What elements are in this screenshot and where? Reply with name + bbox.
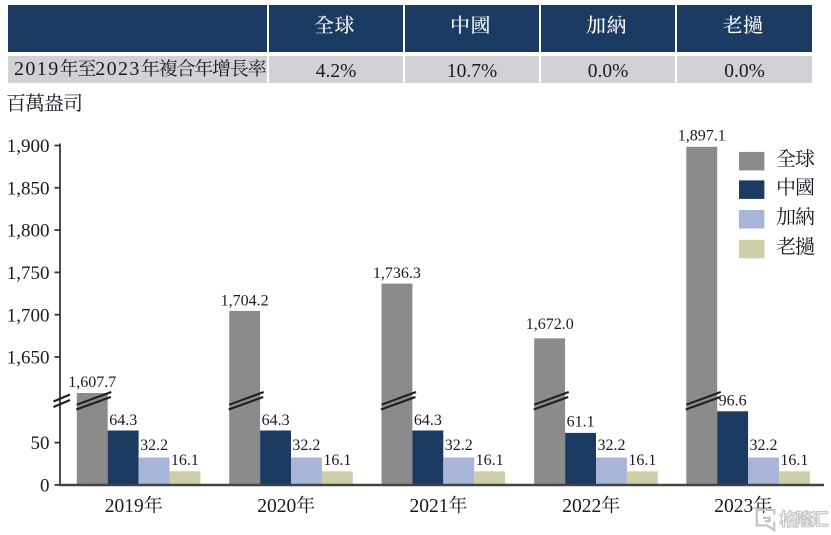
svg-text:2022: 2022 [562,496,601,517]
svg-text:50: 50 [31,433,50,454]
svg-text:32.2: 32.2 [140,437,168,454]
svg-text:2021: 2021 [410,496,449,517]
svg-text:2019: 2019 [105,496,144,517]
svg-text:16.1: 16.1 [780,452,808,469]
svg-text:0.0%: 0.0% [588,61,629,82]
svg-text:4.2%: 4.2% [316,61,357,82]
svg-text:1,607.7: 1,607.7 [68,374,116,391]
svg-text:1,672.0: 1,672.0 [526,316,574,333]
svg-text:16.1: 16.1 [476,452,504,469]
svg-text:1,650: 1,650 [7,348,50,369]
svg-text:16.1: 16.1 [171,452,199,469]
svg-text:32.2: 32.2 [445,437,473,454]
svg-text:0.0%: 0.0% [724,61,765,82]
svg-text:1,700: 1,700 [7,305,50,326]
svg-text:32.2: 32.2 [292,437,320,454]
svg-text:96.6: 96.6 [719,393,747,410]
svg-text:64.3: 64.3 [262,412,290,429]
svg-text:32.2: 32.2 [750,437,778,454]
svg-text:1,704.2: 1,704.2 [221,292,269,309]
svg-text:16.1: 16.1 [323,452,351,469]
svg-text:1,736.3: 1,736.3 [373,265,421,282]
svg-text:64.3: 64.3 [109,412,137,429]
svg-text:64.3: 64.3 [414,412,442,429]
svg-text:1,800: 1,800 [7,221,50,242]
svg-text:2020: 2020 [257,496,296,517]
svg-text:2019: 2019 [14,58,60,80]
svg-text:2023: 2023 [714,496,753,517]
svg-text:16.1: 16.1 [628,452,656,469]
svg-text:32.2: 32.2 [598,437,626,454]
svg-text:61.1: 61.1 [567,413,595,430]
svg-text:1,850: 1,850 [7,178,50,199]
svg-text:1,897.1: 1,897.1 [678,128,726,145]
svg-text:2023: 2023 [95,58,141,80]
svg-text:0: 0 [40,476,50,497]
svg-text:10.7%: 10.7% [447,61,497,82]
svg-text:1,750: 1,750 [7,263,50,284]
svg-text:1,900: 1,900 [7,136,50,157]
